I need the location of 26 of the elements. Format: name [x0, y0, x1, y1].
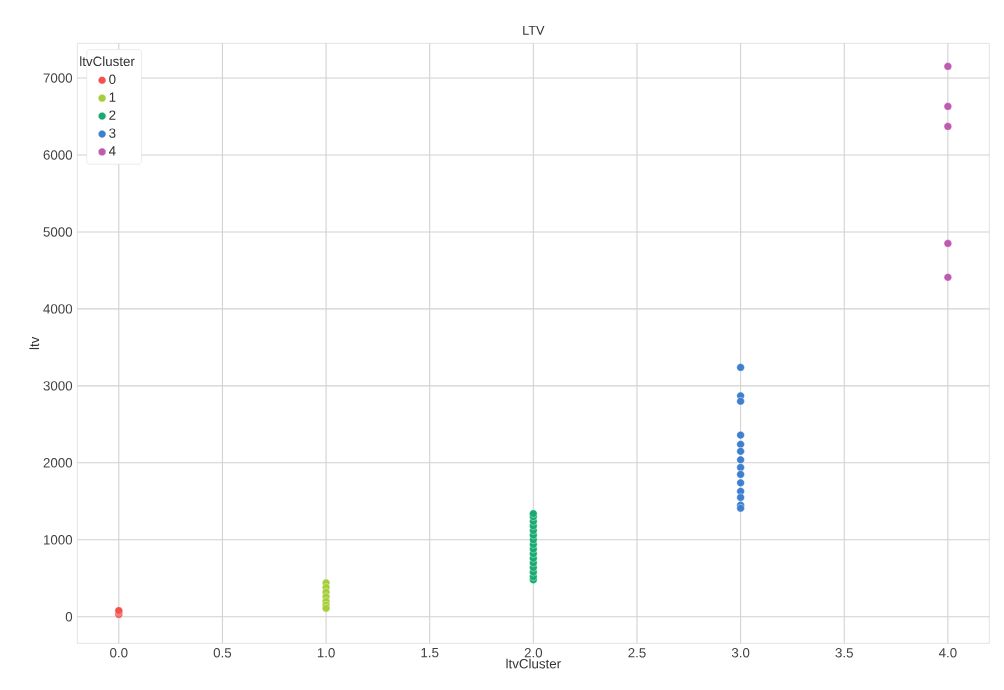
x-tick-label: 0.5 [213, 648, 232, 658]
legend-label: 1 [109, 92, 116, 102]
x-tick-label: 3.0 [731, 648, 750, 658]
x-tick-label: 2.5 [628, 648, 646, 658]
y-tick-label: 3000 [43, 381, 73, 391]
y-tick-label: 7000 [43, 73, 73, 83]
x-tick-label: 3.5 [835, 648, 853, 658]
x-tick-label: 1.0 [317, 648, 335, 658]
y-tick-label: 2000 [43, 458, 73, 468]
y-tick-label: 6000 [43, 150, 73, 160]
legend-label: 0 [109, 74, 116, 85]
y-tick-label: 1000 [43, 535, 73, 545]
y-tick-label: 4000 [43, 304, 73, 314]
x-tick-label: 2.0 [524, 648, 543, 658]
legend-label: 4 [108, 146, 116, 156]
x-axis-title: ltvCluster [506, 658, 561, 669]
y-tick-label: 0 [65, 612, 73, 622]
y-axis-title: ltv [29, 336, 40, 350]
x-tick-label: 0.0 [110, 648, 128, 658]
legend-title: ltvCluster [80, 56, 135, 67]
legend-label: 2 [109, 110, 116, 120]
x-tick-label: 1.5 [421, 648, 439, 658]
legend-label: 3 [109, 128, 116, 138]
x-tick-label: 4.0 [938, 648, 957, 658]
y-tick-label: 5000 [43, 227, 73, 237]
chart-title: LTV [523, 25, 545, 35]
